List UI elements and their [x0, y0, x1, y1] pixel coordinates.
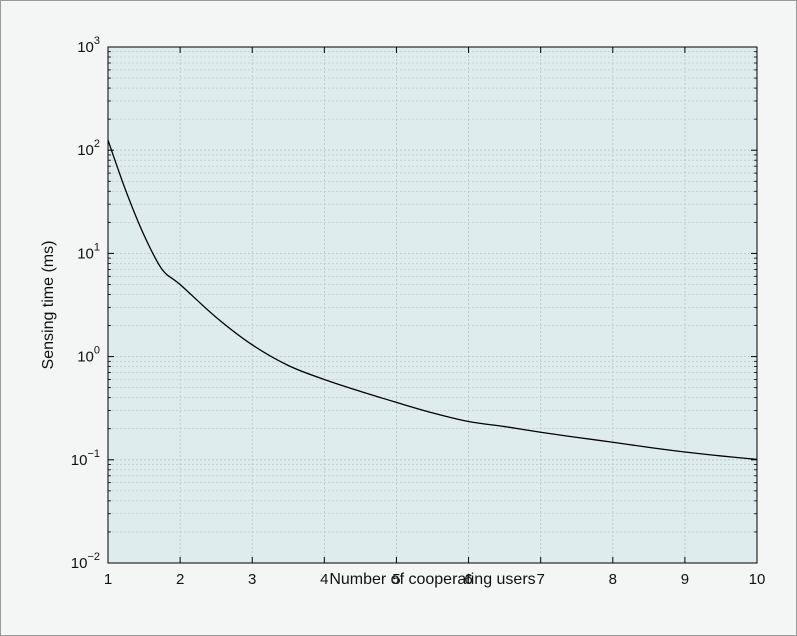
y-axis-label: Sensing time (ms) [40, 241, 57, 370]
x-tick-label: 6 [464, 571, 472, 588]
x-tick-label: 7 [536, 571, 544, 588]
y-tick-label: 101 [77, 241, 100, 262]
x-tick-label: 8 [609, 571, 617, 588]
x-tick-label: 5 [392, 571, 400, 588]
x-tick-label: 1 [104, 571, 112, 588]
y-tick-label: 103 [77, 35, 100, 56]
x-tick-label: 9 [681, 571, 689, 588]
grid [108, 47, 757, 563]
x-tick-label: 3 [248, 571, 256, 588]
y-tick-label: 10−1 [71, 448, 100, 469]
y-tick-label: 10−2 [71, 551, 100, 572]
x-tick-labels: 1 2 3 4 5 6 7 8 9 10 [104, 571, 766, 588]
plot-border [107, 46, 758, 564]
y-tick-label: 100 [77, 345, 100, 366]
y-tick-labels: 10−2 10−1 100 101 102 103 [71, 35, 100, 572]
x-tick-label: 2 [176, 571, 184, 588]
x-tick-label: 4 [320, 571, 328, 588]
series-line [107, 139, 758, 460]
x-axis-label: Number of cooperating users [329, 571, 535, 588]
y-tick-label: 102 [77, 138, 100, 159]
plot-area [108, 47, 757, 563]
x-tick-label: 10 [749, 571, 766, 588]
